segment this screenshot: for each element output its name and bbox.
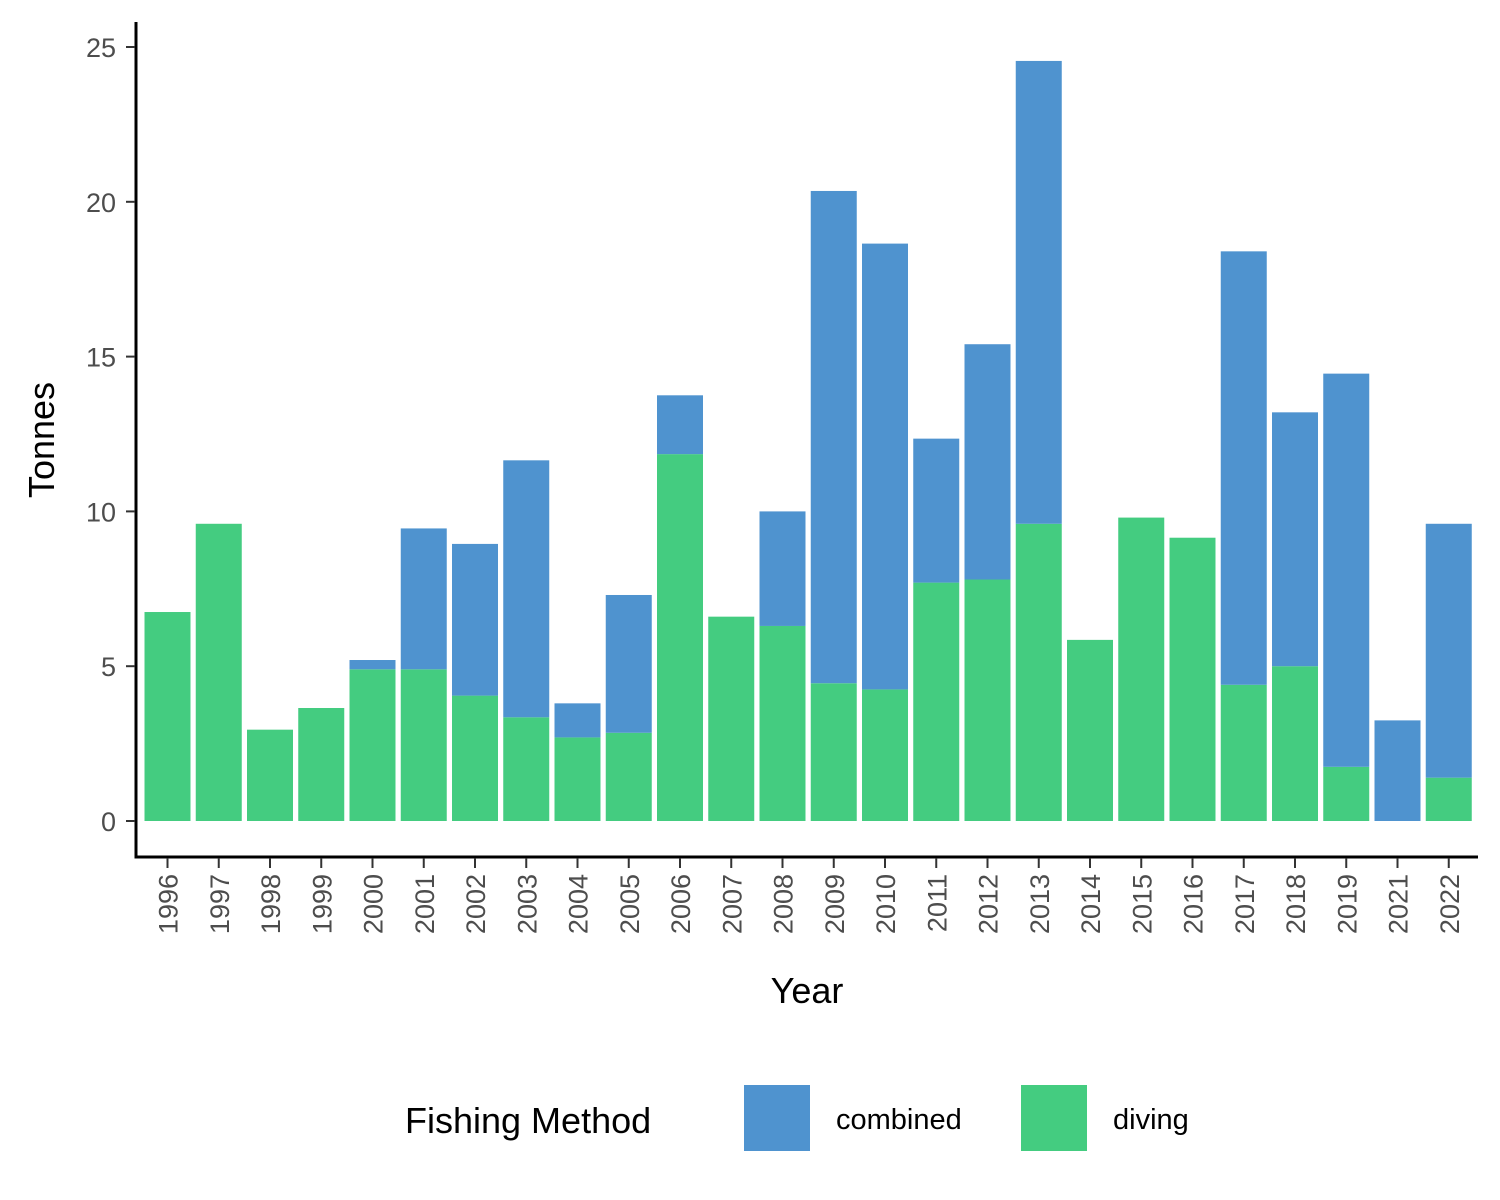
bar-diving-2000 bbox=[349, 669, 396, 821]
bar-combined-2022 bbox=[1425, 523, 1472, 778]
x-tick-label-2015: 2015 bbox=[1127, 874, 1157, 934]
x-tick-label-1998: 1998 bbox=[256, 874, 286, 934]
y-axis-title: Tonnes bbox=[21, 382, 62, 498]
bar-diving-2015 bbox=[1118, 517, 1165, 821]
bar-combined-2004 bbox=[554, 703, 601, 738]
bar-combined-2001 bbox=[400, 528, 447, 670]
bar-diving-2004 bbox=[554, 737, 601, 821]
x-tick-label-2006: 2006 bbox=[666, 874, 696, 934]
x-tick-label-1999: 1999 bbox=[307, 874, 337, 934]
bar-combined-2005 bbox=[605, 594, 652, 733]
bar-combined-2008 bbox=[759, 511, 806, 626]
x-tick-label-2005: 2005 bbox=[615, 874, 645, 934]
bar-combined-2017 bbox=[1220, 251, 1267, 685]
bar-combined-2013 bbox=[1015, 60, 1062, 524]
legend: Fishing Method combined diving bbox=[405, 1085, 1189, 1151]
bar-diving-1996 bbox=[144, 612, 191, 821]
x-tick-label-2003: 2003 bbox=[512, 874, 542, 934]
bar-diving-2016 bbox=[1169, 537, 1216, 821]
bar-combined-2018 bbox=[1272, 412, 1318, 667]
x-tick-label-2014: 2014 bbox=[1076, 874, 1106, 934]
x-tick-label-2012: 2012 bbox=[974, 874, 1004, 934]
bar-combined-2009 bbox=[810, 190, 857, 684]
bar-diving-1999 bbox=[298, 708, 345, 821]
y-ticks: 0 5 10 15 20 25 bbox=[86, 33, 135, 837]
bar-diving-2008 bbox=[759, 625, 806, 821]
x-ticks: 1996 1997 1998 1999 2000 2001 2002 2003 2004 2005… bbox=[154, 858, 1465, 934]
bar-combined-2021 bbox=[1374, 720, 1421, 821]
legend-title: Fishing Method bbox=[405, 1100, 651, 1141]
bar-diving-2018 bbox=[1272, 666, 1318, 821]
x-tick-label-2002: 2002 bbox=[461, 874, 491, 934]
y-tick-label-10: 10 bbox=[86, 497, 116, 527]
axes-layer bbox=[134, 22, 1478, 859]
bar-diving-2009 bbox=[810, 683, 857, 821]
legend-key-combined bbox=[744, 1085, 810, 1151]
x-tick-label-2011: 2011 bbox=[922, 874, 952, 932]
bar-combined-2003 bbox=[503, 460, 550, 718]
bar-combined-2002 bbox=[452, 543, 498, 696]
bar-diving-2007 bbox=[708, 616, 755, 821]
bar-diving-2022 bbox=[1425, 777, 1472, 821]
y-tick-label-0: 0 bbox=[101, 807, 116, 837]
x-tick-label-2004: 2004 bbox=[564, 874, 594, 934]
y-tick-label-5: 5 bbox=[101, 652, 116, 682]
bar-diving-2003 bbox=[503, 717, 550, 821]
x-tick-label-2008: 2008 bbox=[769, 874, 799, 934]
bar-diving-2010 bbox=[862, 689, 908, 821]
bar-diving-2019 bbox=[1323, 766, 1370, 821]
x-tick-label-2018: 2018 bbox=[1281, 874, 1311, 934]
bar-diving-2014 bbox=[1067, 639, 1113, 821]
bar-diving-2017 bbox=[1220, 684, 1267, 821]
bar-diving-2011 bbox=[913, 582, 960, 821]
x-tick-label-2001: 2001 bbox=[410, 874, 440, 934]
x-tick-label-2013: 2013 bbox=[1025, 874, 1055, 934]
bar-combined-2011 bbox=[913, 438, 960, 583]
x-tick-label-2017: 2017 bbox=[1230, 874, 1260, 934]
x-tick-label-2016: 2016 bbox=[1179, 874, 1209, 934]
x-tick-label-2009: 2009 bbox=[820, 874, 850, 934]
bar-diving-2013 bbox=[1015, 523, 1062, 821]
bar-combined-2012 bbox=[964, 344, 1011, 580]
x-axis-title: Year bbox=[771, 970, 844, 1011]
bars-layer bbox=[144, 60, 1472, 821]
bar-diving-2012 bbox=[964, 579, 1011, 821]
x-tick-label-1996: 1996 bbox=[154, 874, 184, 934]
x-tick-label-2022: 2022 bbox=[1435, 874, 1465, 934]
x-tick-label-2010: 2010 bbox=[871, 874, 901, 934]
x-tick-label-1997: 1997 bbox=[205, 874, 235, 934]
x-tick-label-2007: 2007 bbox=[717, 874, 747, 934]
bar-diving-2001 bbox=[400, 669, 447, 821]
x-tick-label-2021: 2021 bbox=[1384, 874, 1414, 934]
x-tick-label-2000: 2000 bbox=[359, 874, 389, 934]
bar-combined-2019 bbox=[1323, 373, 1370, 767]
bar-diving-1997 bbox=[195, 523, 242, 821]
legend-key-diving bbox=[1021, 1085, 1087, 1151]
bar-diving-2002 bbox=[452, 695, 498, 821]
bar-combined-2006 bbox=[657, 395, 703, 455]
y-tick-label-25: 25 bbox=[86, 33, 116, 63]
legend-label-combined: combined bbox=[836, 1104, 962, 1136]
bar-combined-2010 bbox=[862, 243, 908, 690]
x-tick-label-2019: 2019 bbox=[1332, 874, 1362, 934]
legend-label-diving: diving bbox=[1113, 1104, 1189, 1136]
bar-diving-1998 bbox=[247, 729, 293, 821]
bar-diving-2005 bbox=[605, 732, 652, 821]
y-tick-label-20: 20 bbox=[86, 188, 116, 218]
bar-diving-2006 bbox=[657, 454, 703, 821]
y-tick-label-15: 15 bbox=[86, 343, 116, 373]
bar-combined-2000 bbox=[349, 660, 396, 670]
